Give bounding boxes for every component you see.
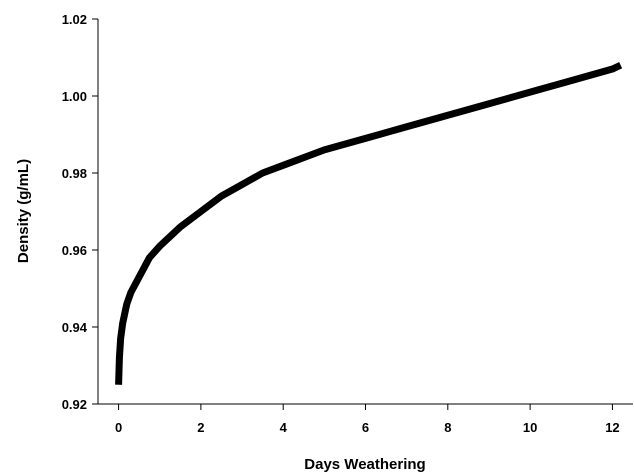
y-tick-label: 0.94 [62, 320, 88, 335]
x-tick-label: 6 [362, 420, 369, 435]
x-ticks: 0 2 4 6 8 10 12 [115, 404, 620, 435]
y-tick-label: 0.92 [62, 397, 87, 412]
y-tick-label: 1.02 [62, 12, 87, 27]
series-layer [115, 62, 623, 385]
y-tick-label: 1.00 [62, 89, 87, 104]
y-ticks: 0.92 0.94 0.96 0.98 1.00 1.02 [62, 12, 98, 412]
x-tick-label: 2 [197, 420, 204, 435]
y-axis-title: Density (g/mL) [15, 159, 32, 263]
x-tick-label: 0 [115, 420, 122, 435]
x-tick-label: 4 [280, 420, 288, 435]
x-tick-label: 12 [605, 420, 619, 435]
y-tick-label: 0.98 [62, 166, 87, 181]
density-series-line [115, 62, 623, 385]
x-tick-label: 8 [444, 420, 451, 435]
x-tick-label: 10 [523, 420, 537, 435]
y-tick-label: 0.96 [62, 243, 87, 258]
x-axis-title: Days Weathering [304, 456, 425, 473]
